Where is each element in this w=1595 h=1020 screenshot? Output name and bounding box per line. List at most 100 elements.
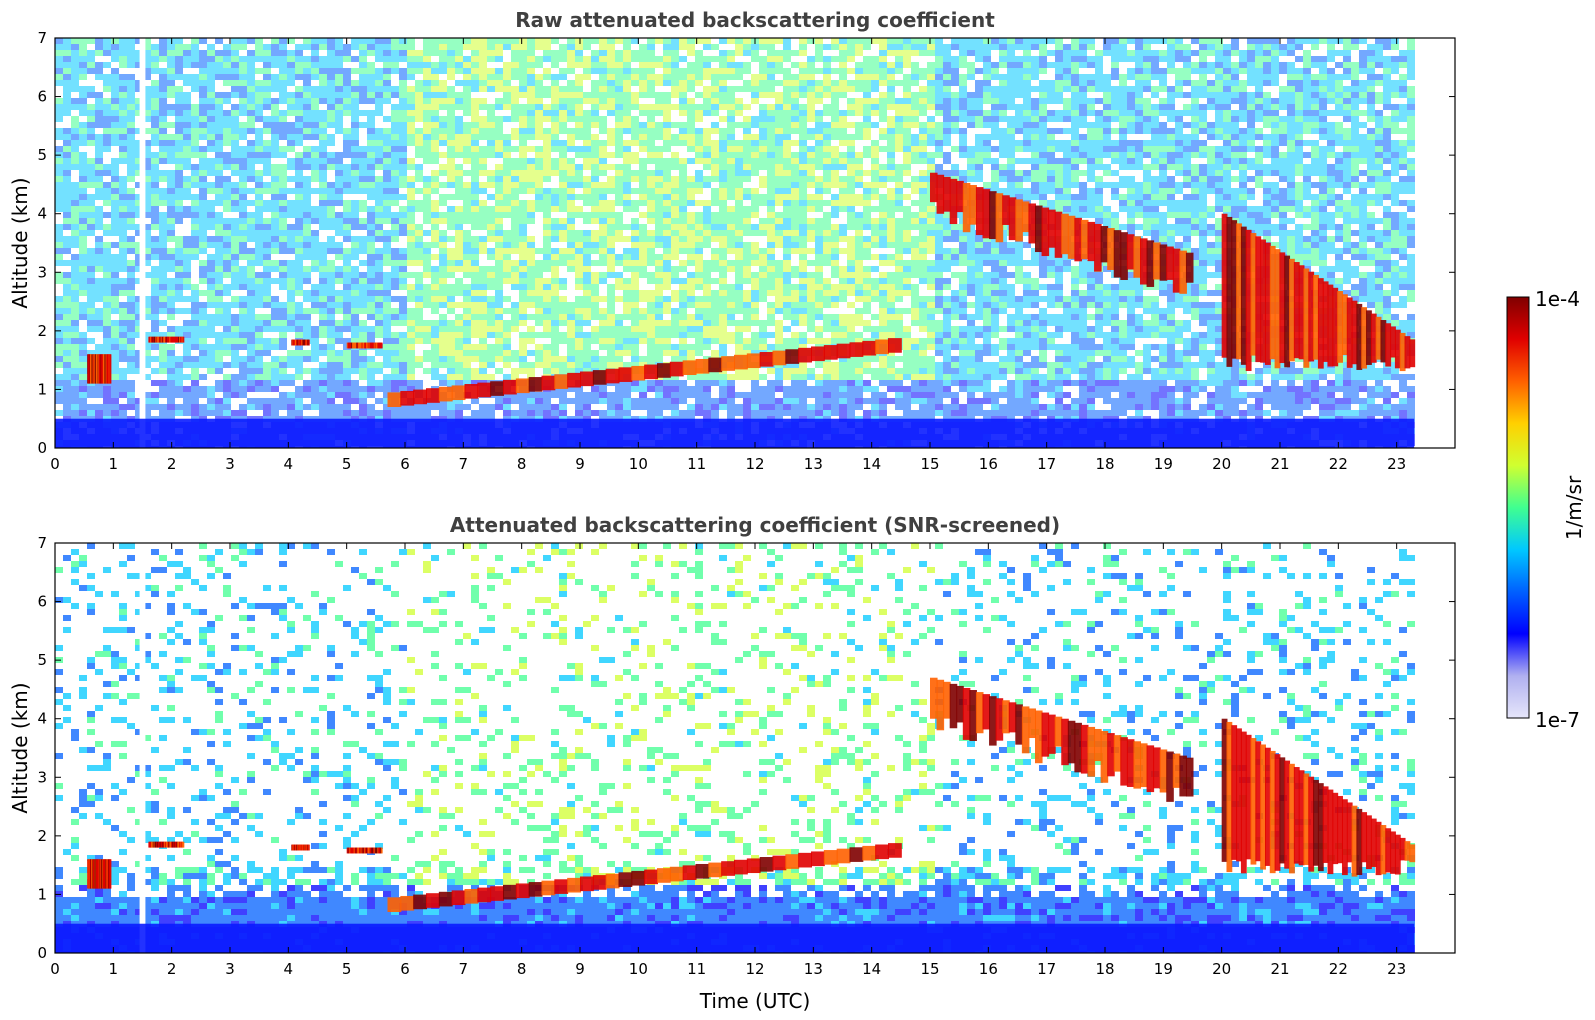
heatmap-cell	[719, 392, 727, 398]
heatmap-cell	[703, 146, 711, 152]
heatmap-cell	[487, 272, 495, 278]
heatmap-cell	[239, 296, 247, 302]
heatmap-cell	[271, 374, 279, 380]
heatmap-cell	[607, 392, 615, 398]
heatmap-cell	[279, 272, 287, 278]
heatmap-cell	[351, 392, 359, 398]
heatmap-cell	[255, 290, 263, 296]
heatmap-cell	[127, 326, 135, 332]
heatmap-cell	[615, 86, 623, 92]
heatmap-cell	[55, 200, 63, 206]
heatmap-cell	[255, 86, 263, 92]
heatmap-cell	[247, 380, 255, 386]
heatmap-cell	[263, 104, 271, 110]
heatmap-cell	[511, 236, 519, 242]
heatmap-cell	[559, 260, 567, 266]
heatmap-cell	[423, 140, 431, 146]
heatmap-cell	[279, 116, 287, 122]
heatmap-cell	[359, 320, 367, 326]
heatmap-cell	[303, 356, 311, 362]
heatmap-cell	[191, 194, 199, 200]
heatmap-cell	[175, 206, 183, 212]
heatmap-cell	[631, 80, 639, 86]
heatmap-cell	[55, 98, 63, 104]
heatmap-cell	[495, 332, 503, 338]
heatmap-cell	[359, 74, 367, 80]
heatmap-cell	[343, 68, 351, 74]
heatmap-cell	[351, 326, 359, 332]
heatmap-cell	[239, 266, 247, 272]
heatmap-cell	[487, 350, 495, 356]
heatmap-cell	[375, 182, 383, 188]
heatmap-cell	[351, 170, 359, 176]
heatmap-cell	[647, 302, 655, 308]
heatmap-cell	[631, 350, 639, 356]
heatmap-cell	[239, 368, 247, 374]
heatmap-cell	[71, 50, 79, 56]
heatmap-cell	[551, 356, 559, 362]
heatmap-cell	[319, 392, 327, 398]
heatmap-cell	[311, 122, 319, 128]
heatmap-cell	[199, 248, 207, 254]
heatmap-cell	[279, 224, 287, 230]
heatmap-cell	[559, 98, 567, 104]
heatmap-cell	[175, 368, 183, 374]
heatmap-cell	[591, 110, 599, 116]
heatmap-cell	[671, 68, 679, 74]
heatmap-cell	[583, 308, 591, 314]
heatmap-cell	[719, 338, 727, 344]
heatmap-cell	[279, 86, 287, 92]
heatmap-cell	[375, 44, 383, 50]
heatmap-cell	[583, 230, 591, 236]
heatmap-cell	[63, 380, 71, 386]
heatmap-cell	[167, 398, 175, 404]
heatmap-cell	[295, 386, 303, 392]
heatmap-cell	[327, 272, 335, 278]
heatmap-cell	[287, 278, 295, 284]
heatmap-cell	[79, 44, 87, 50]
heatmap-cell	[263, 230, 271, 236]
heatmap-cell	[127, 350, 135, 356]
heatmap-cell	[127, 80, 135, 86]
heatmap-cell	[127, 386, 135, 392]
heatmap-cell	[191, 392, 199, 398]
heatmap-cell	[575, 38, 583, 44]
heatmap-cell	[671, 332, 679, 338]
heatmap-cell	[399, 386, 407, 392]
heatmap-cell	[71, 152, 79, 158]
heatmap-cell	[151, 128, 159, 134]
heatmap-cell	[199, 146, 207, 152]
heatmap-cell	[79, 104, 87, 110]
heatmap-cell	[463, 86, 471, 92]
heatmap-cell	[671, 104, 679, 110]
heatmap-cell	[247, 362, 255, 368]
heatmap-cell	[359, 374, 367, 380]
heatmap-cell	[383, 62, 391, 68]
heatmap-cell	[503, 176, 511, 182]
heatmap-cell	[55, 248, 63, 254]
heatmap-cell	[183, 128, 191, 134]
heatmap-cell	[487, 44, 495, 50]
heatmap-cell	[503, 104, 511, 110]
heatmap-cell	[711, 152, 719, 158]
heatmap-cell	[103, 350, 111, 356]
heatmap-cell	[263, 218, 271, 224]
heatmap-cell	[655, 56, 663, 62]
heatmap-cell	[463, 44, 471, 50]
heatmap-cell	[671, 212, 679, 218]
heatmap-cell	[679, 68, 687, 74]
heatmap-cell	[471, 176, 479, 182]
heatmap-cell	[223, 290, 231, 296]
heatmap-cell	[375, 218, 383, 224]
heatmap-cell	[151, 158, 159, 164]
heatmap-cell	[103, 188, 111, 194]
heatmap-cell	[383, 74, 391, 80]
heatmap-cell	[167, 140, 175, 146]
heatmap-cell	[399, 176, 407, 182]
heatmap-cell	[383, 338, 391, 344]
heatmap-cell	[479, 158, 487, 164]
heatmap-cell	[719, 260, 727, 266]
heatmap-cell	[199, 350, 207, 356]
heatmap-cell	[399, 86, 407, 92]
heatmap-cell	[95, 116, 103, 122]
